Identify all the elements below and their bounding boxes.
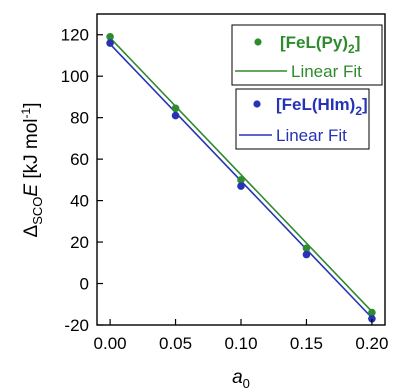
y-label-close: ] bbox=[21, 103, 42, 108]
x-axis: 0.00 0.05 0.10 0.15 0.20 bbox=[94, 319, 388, 353]
plot-marks bbox=[106, 33, 376, 323]
y-tick-label: 100 bbox=[61, 67, 89, 86]
data-point-series-2 bbox=[106, 39, 114, 47]
legend-box-2: [FeL(HIm)2] Linear Fit bbox=[235, 88, 370, 150]
x-label-sub: 0 bbox=[243, 376, 250, 391]
data-point-series-1 bbox=[368, 308, 376, 317]
legend-2-sub: 2 bbox=[355, 104, 362, 118]
legend-2-close: ] bbox=[362, 95, 368, 114]
y-tick-label: 60 bbox=[70, 150, 89, 169]
y-tick-label: 40 bbox=[70, 192, 89, 211]
x-tick-label: 0.10 bbox=[224, 334, 257, 353]
x-axis-label: a0 bbox=[232, 367, 250, 391]
legend-1-sub: 2 bbox=[348, 42, 355, 56]
y-tick-label: -20 bbox=[64, 316, 89, 335]
y-axis-label: ΔSCOE [kJ mol-1] bbox=[19, 103, 45, 238]
data-point-series-2 bbox=[368, 314, 376, 323]
x-tick-label: 0.00 bbox=[94, 334, 127, 353]
legend-box-1: [FeL(Py)2] Linear Fit bbox=[231, 24, 383, 86]
data-point-series-2 bbox=[237, 182, 245, 190]
x-tick-label: 0.20 bbox=[355, 334, 388, 353]
data-point-series-1 bbox=[106, 33, 114, 41]
legend-1-main: [FeL(Py) bbox=[280, 33, 348, 52]
y-tick-label: 20 bbox=[70, 233, 89, 252]
y-label-sub: SCO bbox=[30, 197, 45, 225]
data-point-series-1 bbox=[237, 176, 245, 184]
legend-2-fit-label: Linear Fit bbox=[276, 126, 347, 145]
x-tick-label: 0.05 bbox=[159, 334, 192, 353]
legend-1-label: [FeL(Py)2] bbox=[280, 33, 360, 56]
data-point-series-1 bbox=[171, 104, 180, 113]
y-tick-label: 80 bbox=[70, 109, 89, 128]
y-label-italic: E bbox=[21, 184, 42, 197]
y-tick-label: 0 bbox=[80, 275, 89, 294]
y-tick-label: 120 bbox=[61, 26, 89, 45]
legend-2-marker bbox=[253, 100, 261, 108]
y-label-unit: [kJ mol bbox=[21, 118, 42, 183]
legend-2-main: [FeL(HIm) bbox=[276, 95, 355, 114]
legend-1-close: ] bbox=[355, 33, 361, 52]
x-tick-label: 0.15 bbox=[290, 334, 323, 353]
legend-1-fit-label: Linear Fit bbox=[291, 62, 362, 81]
legend-1-marker bbox=[254, 38, 262, 46]
y-axis: -20 0 20 40 60 80 100 120 bbox=[61, 26, 103, 335]
y-label-sup: -1 bbox=[19, 107, 33, 118]
legend-box-2-frame bbox=[235, 88, 370, 150]
legend-box-1-frame bbox=[231, 24, 383, 86]
legend-2-label: [FeL(HIm)2] bbox=[276, 95, 368, 118]
data-point-series-2 bbox=[171, 111, 180, 120]
fit-line-series-1 bbox=[109, 37, 373, 313]
y-label-prefix: Δ bbox=[21, 224, 42, 237]
x-label-italic: a bbox=[232, 367, 243, 388]
data-point-series-1 bbox=[302, 244, 311, 253]
data-point-series-2 bbox=[302, 250, 311, 259]
